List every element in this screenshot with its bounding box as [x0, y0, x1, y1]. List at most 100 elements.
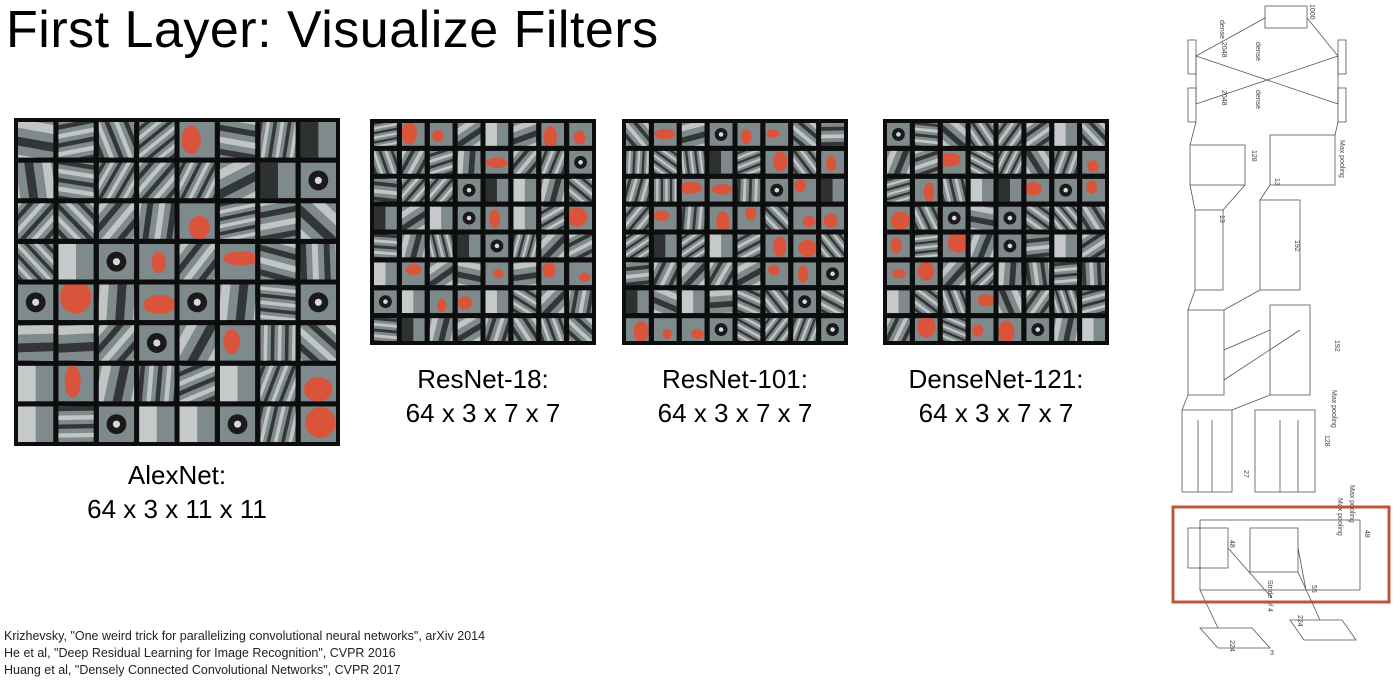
filter-tile: [998, 234, 1022, 258]
filter-tile: [219, 325, 256, 361]
filter-tile: [765, 178, 789, 202]
filter-tile: [260, 243, 296, 280]
filter-tile: [1082, 150, 1105, 174]
filter-tile: [1026, 123, 1050, 146]
conv3-cross-a: [1223, 329, 1271, 351]
filter-tile: [821, 178, 844, 202]
filter-tile: [260, 284, 296, 321]
fc1-top-box: [1187, 39, 1197, 75]
filter-tile: [1082, 123, 1105, 146]
filter-tile: [793, 262, 817, 286]
filter-tile: [1026, 178, 1050, 202]
filter-tile: [970, 123, 994, 146]
filter-tile: [970, 262, 994, 286]
filter-tile: [1054, 206, 1078, 230]
filter-tile: [821, 290, 844, 314]
conv4-link-a: [1189, 184, 1196, 211]
filter-tile: [457, 178, 481, 202]
output-dense-box: [1264, 5, 1308, 29]
filter-tile: [513, 150, 537, 174]
fc1-size-label: 2048: [1220, 42, 1227, 58]
filter-tile: [821, 206, 844, 230]
alexnet-name: AlexNet:: [127, 460, 227, 490]
filter-tile: [970, 290, 994, 314]
first-layer-highlight-box: [1171, 505, 1391, 604]
filter-tile: [58, 406, 94, 442]
input-size-label-a: 224: [1228, 640, 1235, 652]
filter-tile: [485, 262, 509, 286]
filter-tile: [942, 206, 966, 230]
filter-tile: [374, 290, 397, 314]
filter-tile: [219, 243, 256, 280]
conv1-link-a: [1227, 547, 1273, 599]
input-link-b: [1297, 571, 1321, 621]
filter-tile: [681, 318, 705, 341]
filter-tile: [1082, 234, 1105, 258]
filter-tile: [541, 262, 565, 286]
filter-tile: [626, 234, 649, 258]
filter-tile: [1026, 206, 1050, 230]
conv4-bottom-box: [1259, 199, 1301, 291]
filter-tile: [737, 150, 761, 174]
filter-tile: [970, 206, 994, 230]
filter-tile: [139, 284, 175, 321]
filter-tile: [485, 234, 509, 258]
filter-tile: [887, 318, 910, 341]
filter-tile: [1082, 178, 1105, 202]
filter-tile: [737, 178, 761, 202]
filter-tile: [219, 365, 256, 402]
filter-tile: [765, 123, 789, 146]
output-size-label: 1000: [1308, 4, 1315, 20]
filter-tile: [998, 123, 1022, 146]
densenet121-name: DenseNet-121:: [908, 364, 1084, 394]
filter-tile: [998, 150, 1022, 174]
filter-tile: [18, 406, 54, 442]
input-image-plane-b: [1289, 619, 1357, 641]
filter-tile: [401, 234, 425, 258]
filter-tile: [513, 262, 537, 286]
filter-tile: [793, 318, 817, 341]
conv5-link-b: [1334, 121, 1339, 136]
filter-tile: [98, 162, 135, 199]
filter-tile: [219, 406, 256, 442]
conv4-top-box: [1194, 209, 1224, 291]
conv2-top-box: [1181, 409, 1233, 493]
conv1-maxpool-label: Max pooling: [1336, 498, 1343, 536]
filter-tile: [970, 178, 994, 202]
filter-tile: [179, 122, 215, 158]
filter-tile: [139, 406, 175, 442]
alexnet-shape: 64 x 3 x 11 x 11: [87, 494, 267, 524]
filter-tile: [139, 325, 175, 361]
filter-tile: [709, 178, 733, 202]
filter-tile: [179, 365, 215, 402]
filter-tile: [541, 318, 565, 341]
filter-tile: [793, 150, 817, 174]
resnet101-caption: ResNet-101: 64 x 3 x 7 x 7: [622, 362, 848, 430]
conv3-link-a: [1187, 289, 1196, 311]
filter-tile: [429, 123, 453, 146]
fc2-dense-label: dense: [1254, 90, 1261, 109]
filter-tile: [260, 365, 296, 402]
filter-tile: [457, 123, 481, 146]
filter-tile: [98, 122, 135, 158]
filter-tile: [1026, 290, 1050, 314]
filter-tile: [457, 234, 481, 258]
filter-tile: [569, 262, 592, 286]
conv3-bottom-box: [1269, 304, 1311, 396]
filter-tile: [1082, 206, 1105, 230]
conv1-size-label: 55: [1310, 585, 1317, 593]
filter-tile: [887, 290, 910, 314]
conv2-maxpool-label: Max pooling: [1348, 485, 1355, 523]
filter-tile: [1054, 234, 1078, 258]
filter-tile: [18, 243, 54, 280]
filter-tile: [887, 123, 910, 146]
filter-tile: [970, 318, 994, 341]
filter-tile: [942, 123, 966, 146]
filter-tile: [374, 150, 397, 174]
filter-tile: [998, 206, 1022, 230]
conv5-maxpool-label: Max pooling: [1338, 140, 1345, 178]
filter-tile: [569, 206, 592, 230]
filter-tile: [626, 150, 649, 174]
filter-tile: [513, 290, 537, 314]
resnet18-filter-grid: [370, 119, 596, 345]
